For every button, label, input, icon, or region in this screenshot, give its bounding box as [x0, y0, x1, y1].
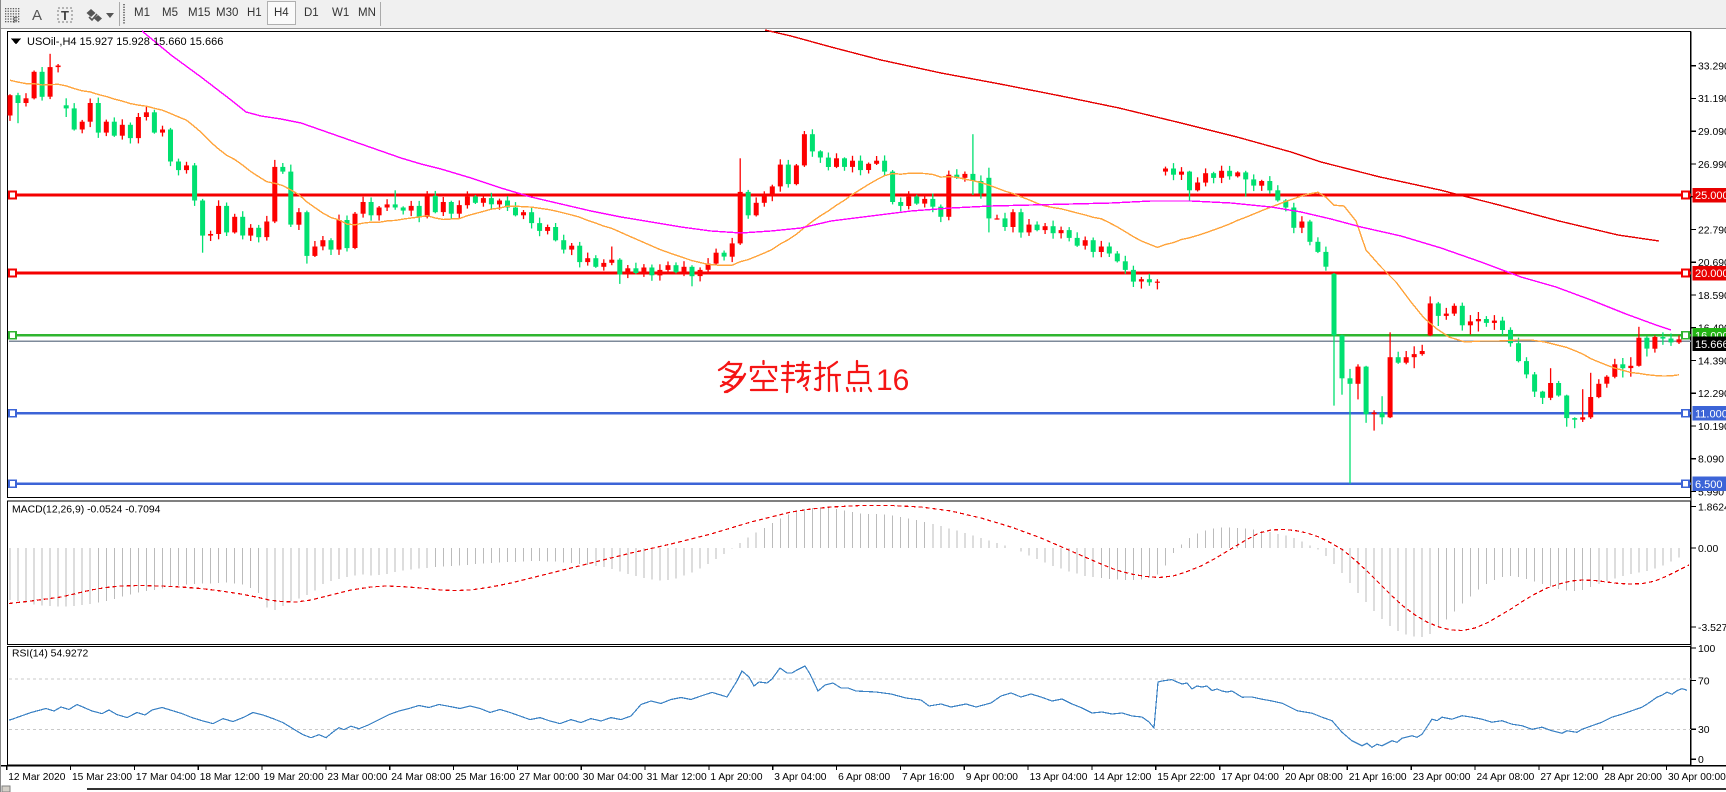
svg-text:15 Apr 22:00: 15 Apr 22:00 [1157, 772, 1215, 783]
svg-text:14 Apr 12:00: 14 Apr 12:00 [1094, 772, 1152, 783]
svg-text:0.00: 0.00 [1698, 544, 1718, 555]
svg-text:30: 30 [1698, 725, 1710, 736]
svg-text:30 Mar 04:00: 30 Mar 04:00 [583, 772, 643, 783]
svg-text:15 Mar 23:00: 15 Mar 23:00 [72, 772, 132, 783]
svg-text:18.590: 18.590 [1698, 291, 1726, 302]
svg-text:5.990: 5.990 [1698, 487, 1724, 498]
svg-text:15.666: 15.666 [1695, 339, 1726, 351]
svg-text:7 Apr 16:00: 7 Apr 16:00 [902, 772, 954, 783]
svg-text:28 Apr 20:00: 28 Apr 20:00 [1604, 772, 1662, 783]
svg-text:8.090: 8.090 [1698, 455, 1724, 466]
svg-text:24 Mar 08:00: 24 Mar 08:00 [391, 772, 451, 783]
svg-text:6 Apr 08:00: 6 Apr 08:00 [838, 772, 890, 783]
svg-text:14.390: 14.390 [1698, 356, 1726, 367]
svg-text:10.190: 10.190 [1698, 422, 1726, 433]
svg-text:18 Mar 12:00: 18 Mar 12:00 [200, 772, 260, 783]
svg-text:3 Apr 04:00: 3 Apr 04:00 [774, 772, 826, 783]
svg-text:9 Apr 00:00: 9 Apr 00:00 [966, 772, 1018, 783]
svg-text:-3.5273: -3.5273 [1698, 623, 1726, 634]
svg-text:13 Apr 04:00: 13 Apr 04:00 [1030, 772, 1088, 783]
svg-text:12.290: 12.290 [1698, 389, 1726, 400]
svg-text:USOil-,H4 15.927 15.928 15.66: USOil-,H4 15.927 15.928 15.660 15.666 [27, 36, 223, 48]
svg-text:17 Apr 04:00: 17 Apr 04:00 [1221, 772, 1279, 783]
svg-text:1.8624: 1.8624 [1698, 502, 1726, 513]
svg-text:20 Apr 08:00: 20 Apr 08:00 [1285, 772, 1343, 783]
svg-text:1 Apr 20:00: 1 Apr 20:00 [710, 772, 762, 783]
svg-text:0: 0 [1698, 755, 1704, 766]
svg-text:11.000: 11.000 [1695, 409, 1726, 421]
svg-text:RSI(14) 54.9272: RSI(14) 54.9272 [12, 649, 88, 660]
svg-text:23 Apr 00:00: 23 Apr 00:00 [1413, 772, 1471, 783]
svg-text:27 Apr 12:00: 27 Apr 12:00 [1540, 772, 1598, 783]
svg-text:25.000: 25.000 [1695, 190, 1726, 202]
svg-text:F: F [13, 16, 18, 25]
svg-text:20.690: 20.690 [1698, 258, 1726, 269]
svg-text:6.500: 6.500 [1695, 479, 1723, 491]
svg-text:27 Mar 00:00: 27 Mar 00:00 [519, 772, 579, 783]
svg-text:16: 16 [876, 364, 909, 397]
svg-text:22.790: 22.790 [1698, 225, 1726, 236]
svg-text:33.290: 33.290 [1698, 62, 1726, 73]
svg-text:23 Mar 00:00: 23 Mar 00:00 [327, 772, 387, 783]
svg-text:A: A [32, 7, 42, 24]
svg-text:MACD(12,26,9) -0.0524 -0.7094: MACD(12,26,9) -0.0524 -0.7094 [12, 505, 161, 516]
svg-text:26.990: 26.990 [1698, 160, 1726, 171]
svg-text:30 Apr 00:00: 30 Apr 00:00 [1668, 772, 1726, 783]
svg-text:31 Mar 12:00: 31 Mar 12:00 [647, 772, 707, 783]
svg-text:70: 70 [1698, 676, 1710, 687]
svg-text:17 Mar 04:00: 17 Mar 04:00 [136, 772, 196, 783]
svg-text:25 Mar 16:00: 25 Mar 16:00 [455, 772, 515, 783]
svg-text:31.190: 31.190 [1698, 94, 1726, 105]
svg-text:12 Mar 2020: 12 Mar 2020 [8, 772, 66, 783]
svg-text:19 Mar 20:00: 19 Mar 20:00 [264, 772, 324, 783]
svg-text:100: 100 [1698, 644, 1716, 655]
svg-text:T: T [61, 8, 69, 23]
svg-text:29.090: 29.090 [1698, 127, 1726, 138]
svg-text:24 Apr 08:00: 24 Apr 08:00 [1477, 772, 1535, 783]
svg-text:21 Apr 16:00: 21 Apr 16:00 [1349, 772, 1407, 783]
svg-text:20.000: 20.000 [1695, 268, 1726, 280]
